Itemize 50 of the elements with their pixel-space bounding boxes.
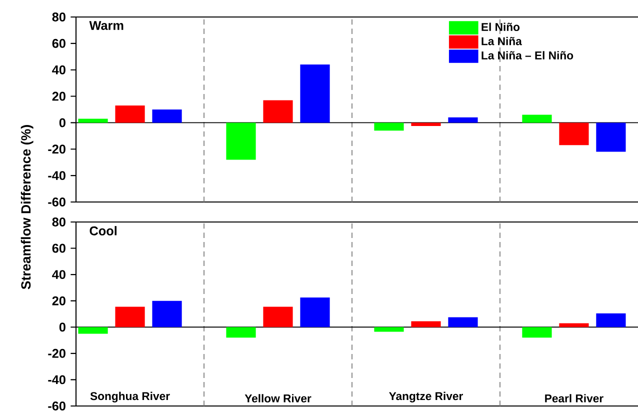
bar [374,122,404,131]
bar [263,306,293,328]
bar [596,122,626,152]
bar [300,298,330,328]
x-tick-label: Pearl River [545,394,604,402]
bar [522,327,552,338]
chart-title: Cool [90,226,116,236]
y-tick-label: 40 [52,65,66,74]
bar [374,327,404,332]
y-tick-label: -20 [48,144,66,154]
bar [115,106,145,123]
bar [78,118,108,123]
bar [152,109,182,123]
y-tick-label: 60 [52,244,66,253]
bar [596,313,626,328]
y-axis-title: Streamflow Difference (%) [20,125,34,290]
bar [411,122,441,126]
bar [411,321,441,328]
y-tick-label: -60 [48,402,66,410]
legend-label: La Niña – El Niño [482,51,574,60]
legend-label: El Niño [482,22,520,32]
bar [559,323,589,328]
y-tick-label: -20 [48,348,66,358]
bar [448,117,478,123]
bar [559,122,589,146]
bar [226,327,256,338]
bar [448,317,478,328]
y-tick-label: 0 [59,118,66,128]
x-tick-label: Yangtze River [389,392,463,402]
x-tick-label: Songhua River [90,392,170,402]
y-tick-label: 40 [52,270,66,280]
bar [115,306,145,328]
x-tick-label: Yellow River [244,394,312,402]
chart-title: Warm [89,21,124,30]
y-tick-label: 20 [52,92,66,101]
bar [152,300,182,328]
bar [226,122,256,160]
y-tick-label: 20 [52,296,66,306]
y-tick-label: 60 [52,38,66,48]
y-tick-label: -60 [48,198,66,206]
bar [78,327,108,334]
bar [263,100,293,123]
bar [300,64,330,123]
y-tick-label: -40 [48,375,66,384]
y-tick-label: 0 [59,322,66,332]
y-tick-label: 80 [52,218,66,226]
y-tick-label: 80 [52,12,66,22]
legend-label: La Niña [482,36,522,46]
bar [522,114,552,123]
y-tick-label: -40 [48,171,66,180]
